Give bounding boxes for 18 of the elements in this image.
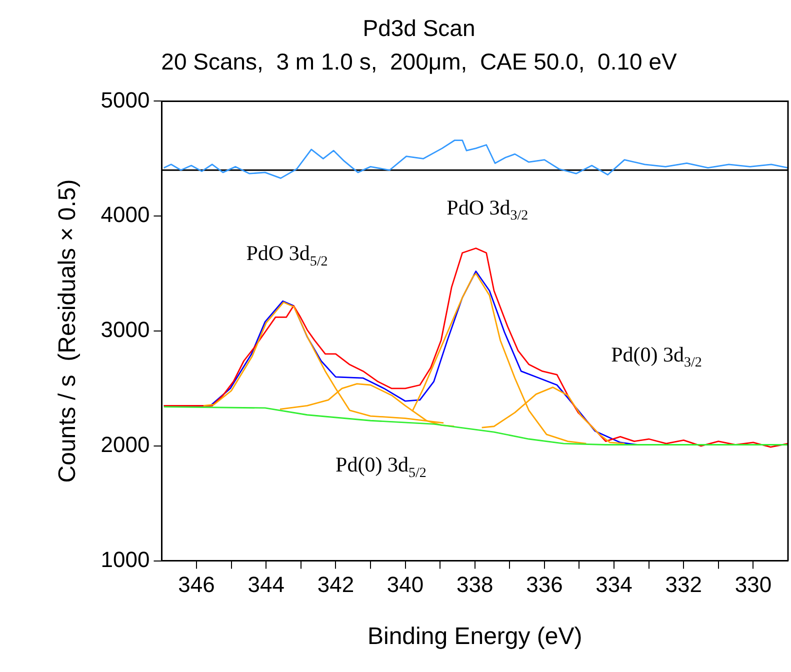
- x-tick-label: 336: [526, 572, 563, 598]
- x-tick-label: 334: [596, 572, 632, 598]
- y-tick-label: 5000: [100, 87, 150, 112]
- x-tick-label: 338: [456, 572, 494, 598]
- y-tick-label: 3000: [100, 317, 150, 342]
- y-axis-title: Counts / s (Residuals × 0.5): [54, 179, 82, 483]
- x-axis-title: Binding Energy (eV): [367, 623, 582, 650]
- x-tick-label: 332: [665, 572, 702, 598]
- y-tick-label: 1000: [100, 546, 150, 572]
- x-tick-label: 342: [317, 572, 354, 598]
- x-tick-label: 346: [178, 572, 215, 598]
- y-tick-label: 4000: [100, 202, 150, 228]
- chart-title: Pd3d Scan: [362, 15, 476, 42]
- x-tick-label: 344: [248, 572, 284, 598]
- x-tick-label: 340: [386, 572, 424, 598]
- y-tick-label: 2000: [100, 432, 150, 457]
- x-tick-label: 330: [734, 572, 772, 598]
- chart-subtitle: 20 Scans, 3 m 1.0 s, 200μm, CAE 50.0, 0.10 eV: [161, 48, 678, 75]
